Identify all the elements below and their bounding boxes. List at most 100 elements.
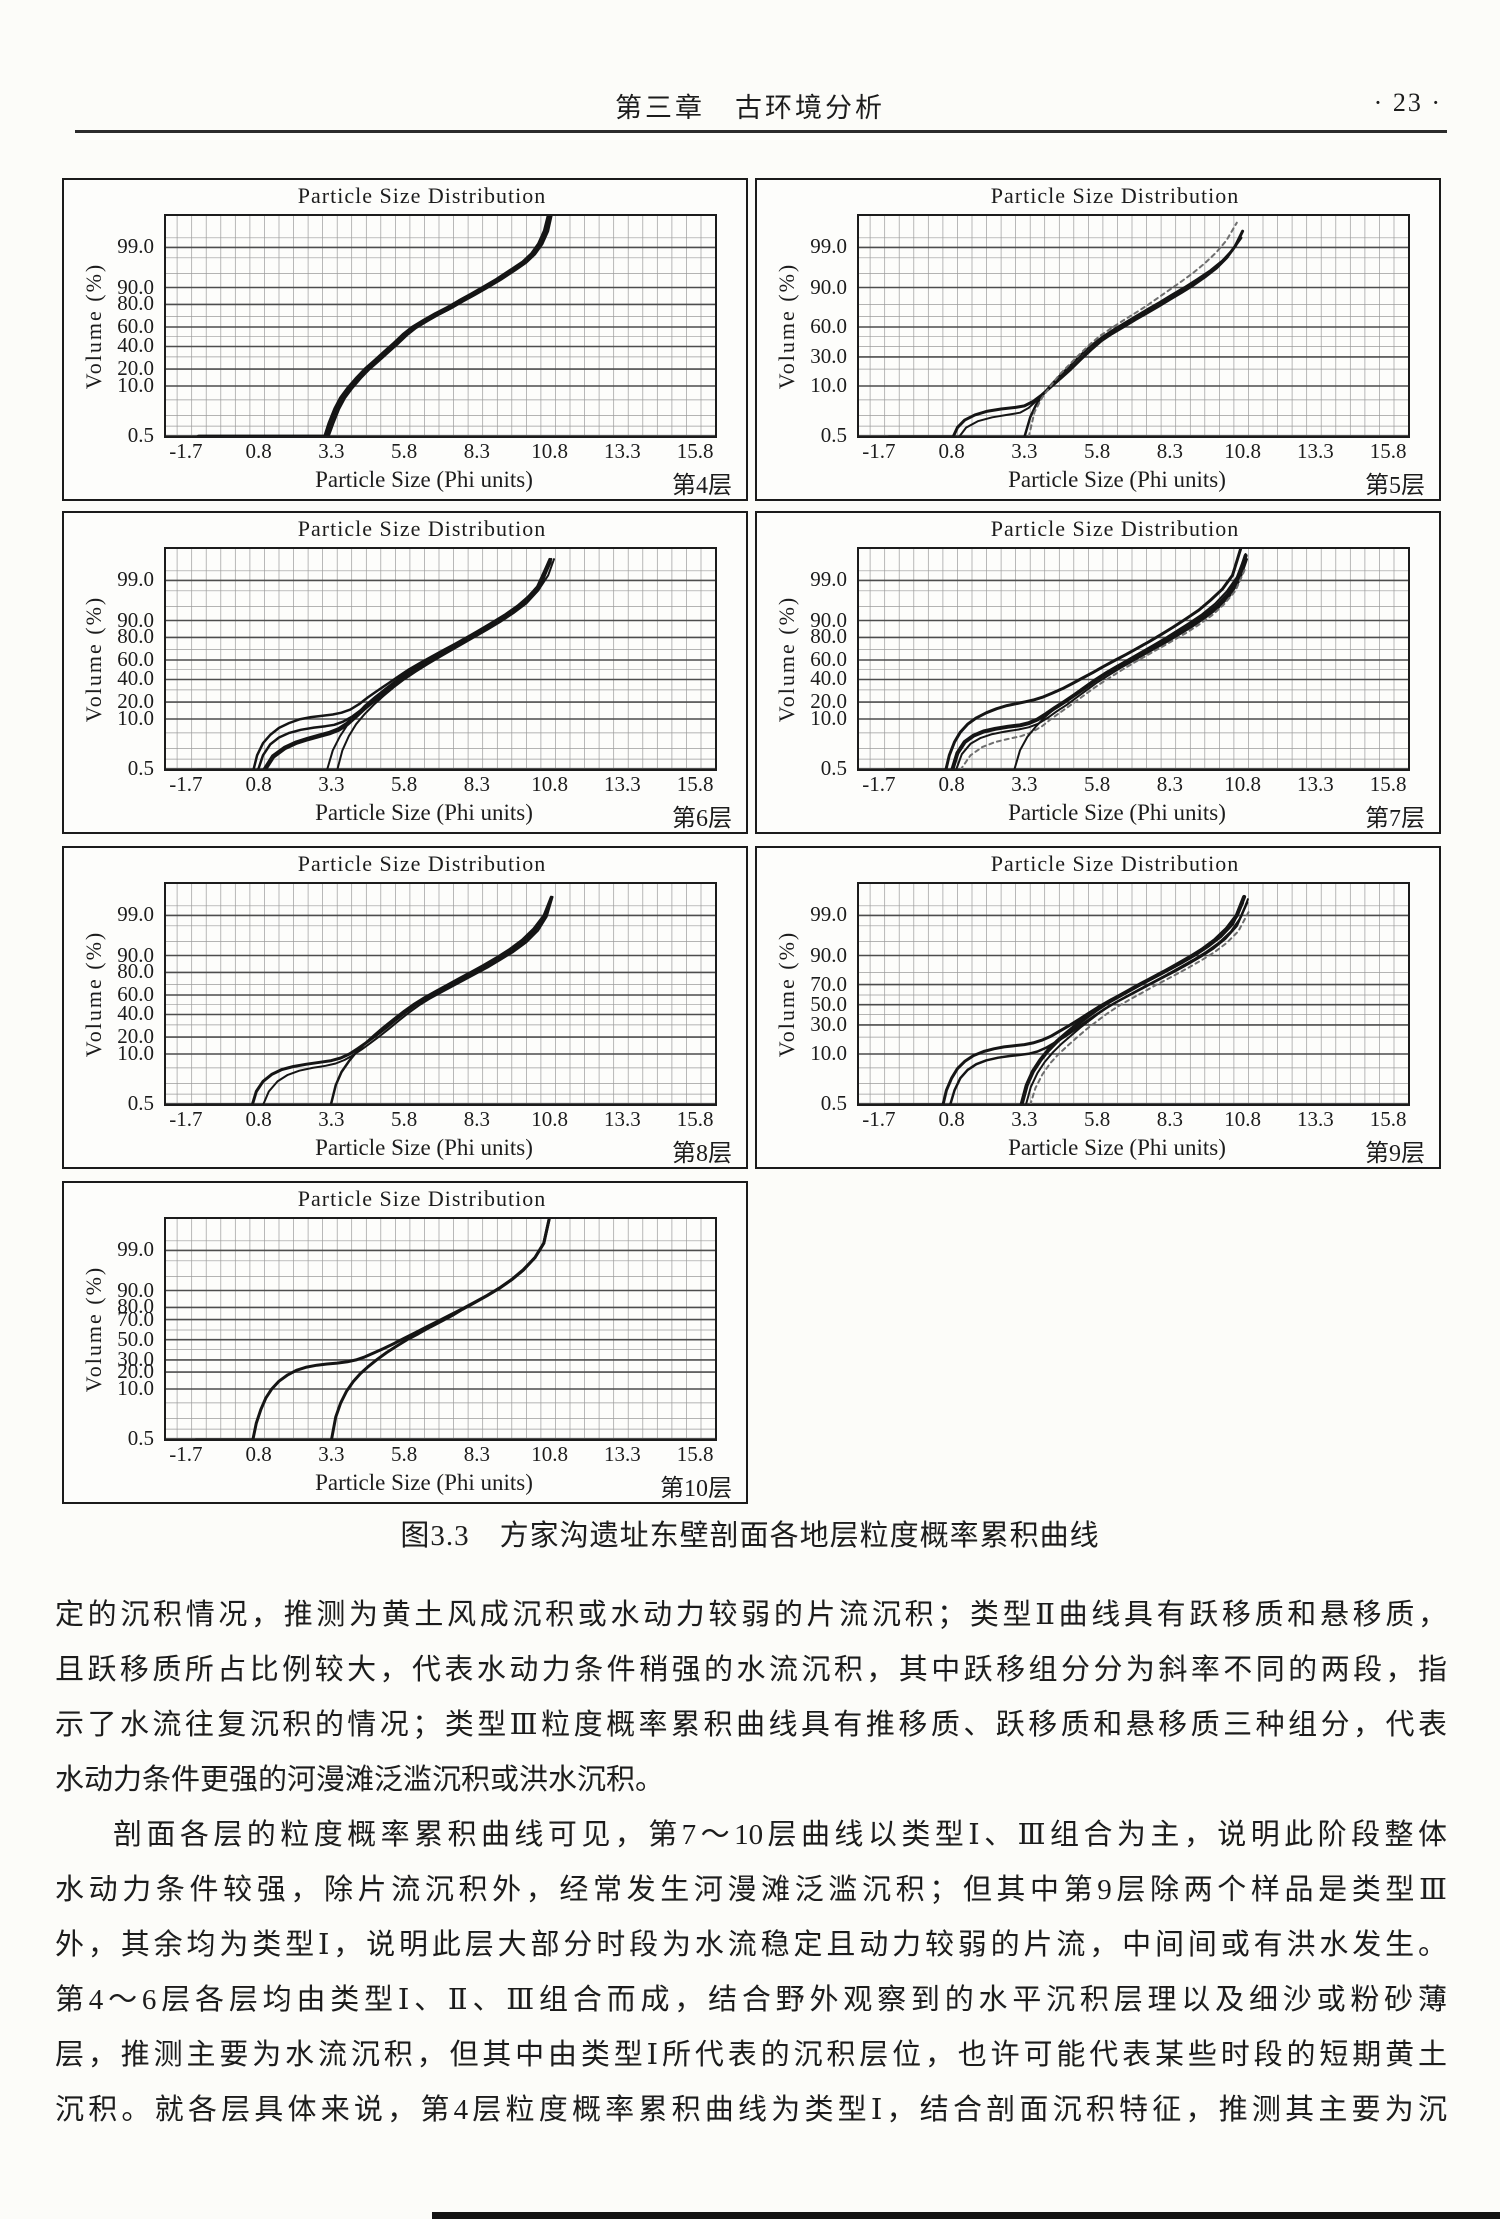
y-tick-label: 60.0 xyxy=(810,314,847,338)
y-tick-label: 40.0 xyxy=(117,666,154,691)
y-tick-label: 80.0 xyxy=(810,624,847,649)
x-tick-label: 15.8 xyxy=(1369,772,1407,796)
x-tick-label: 0.8 xyxy=(245,439,272,463)
y-tick-label: 20.0 xyxy=(117,689,154,714)
x-axis-label: Particle Size (Phi units) xyxy=(1008,800,1226,825)
grid-lines xyxy=(857,547,1410,771)
x-tick-label: 3.3 xyxy=(318,1107,345,1131)
y-tick-label: 10.0 xyxy=(117,372,154,397)
x-tick-label: 5.8 xyxy=(390,772,418,796)
x-axis-label: Particle Size (Phi units) xyxy=(315,800,533,825)
x-tick-label: 8.3 xyxy=(463,772,490,796)
x-tick-label: 5.8 xyxy=(390,439,418,463)
curve-sample-2 xyxy=(329,1217,690,1441)
x-tick-label: 10.8 xyxy=(531,772,569,796)
curve-sample-4 xyxy=(1027,221,1238,438)
curve-sample-2 xyxy=(948,901,1249,1106)
x-tick-label: 13.3 xyxy=(604,772,641,796)
y-tick-label: 90.0 xyxy=(117,1277,154,1302)
x-tick-label: 13.3 xyxy=(1297,1107,1334,1131)
x-tick-label: 10.8 xyxy=(531,439,569,463)
page-header-title: 第三章 古环境分析 xyxy=(615,93,885,123)
y-tick-label: 99.0 xyxy=(810,234,847,259)
chart-title: Particle Size Distribution xyxy=(297,183,547,208)
plot-border xyxy=(164,882,717,1106)
x-axis-label: Particle Size (Phi units) xyxy=(315,1470,533,1495)
body-line: 剖面各层的粒度概率累积曲线可见，第7～10层曲线以类型Ⅰ、Ⅲ组合为主，说明此阶段… xyxy=(113,1819,1447,1851)
grid-lines xyxy=(164,882,717,1106)
y-tick-label: 90.0 xyxy=(117,274,154,299)
y-tick-label: 40.0 xyxy=(117,333,154,358)
body-line: 示了水流往复沉积的情况；类型Ⅲ粒度概率累积曲线具有推移质、跃移质和悬移质三种组分… xyxy=(55,1709,1447,1741)
y-tick-label: 99.0 xyxy=(810,902,847,927)
y-tick-label: 10.0 xyxy=(810,705,847,730)
x-tick-label: 3.3 xyxy=(1011,1107,1038,1131)
layer-label: 第9层 xyxy=(1365,1141,1425,1167)
chart-panel: Particle Size Distribution Volume (%) Pa… xyxy=(62,846,748,1169)
curves xyxy=(887,221,1245,438)
chart-title: Particle Size Distribution xyxy=(297,1186,547,1211)
x-axis-label: Particle Size (Phi units) xyxy=(315,467,533,492)
chart-title: Particle Size Distribution xyxy=(990,516,1240,541)
chart-title: Particle Size Distribution xyxy=(990,183,1240,208)
x-tick-label: -1.7 xyxy=(862,772,896,796)
y-tick-label: 80.0 xyxy=(117,1294,154,1319)
x-tick-label: 3.3 xyxy=(1011,439,1038,463)
plot-area xyxy=(164,1217,717,1441)
curve-sample-1 xyxy=(193,897,553,1106)
y-tick-label: 50.0 xyxy=(117,1326,154,1351)
body-line: 沉积。就各层具体来说，第4层粒度概率累积曲线为类型Ⅰ，结合剖面沉积特征，推测其主… xyxy=(55,2094,1447,2126)
x-tick-label: 13.3 xyxy=(604,1107,641,1131)
grid-lines xyxy=(857,882,1410,1106)
y-tick-label: 70.0 xyxy=(810,971,847,996)
y-tick-label: 70.0 xyxy=(117,1306,154,1331)
x-tick-label: -1.7 xyxy=(169,439,203,463)
curve-sample-5 xyxy=(1029,911,1250,1106)
y-tick-label: 10.0 xyxy=(117,1040,154,1065)
y-tick-label: 20.0 xyxy=(117,356,154,381)
x-tick-label: 5.8 xyxy=(1083,772,1111,796)
y-tick-label: 30.0 xyxy=(810,343,847,368)
y-tick-label: 60.0 xyxy=(117,647,154,671)
curve-sample-3 xyxy=(329,895,553,1106)
y-tick-label: 30.0 xyxy=(810,1011,847,1036)
x-tick-label: 13.3 xyxy=(604,439,641,463)
header-rule xyxy=(75,130,1447,133)
curve-sample-2 xyxy=(327,214,553,438)
y-tick-label: 0.5 xyxy=(820,1090,847,1115)
chart-panel: Particle Size Distribution Volume (%) Pa… xyxy=(62,511,748,834)
x-tick-label: 5.8 xyxy=(390,1107,418,1131)
y-tick-label: 0.5 xyxy=(127,1425,154,1450)
x-tick-label: 15.8 xyxy=(1369,1107,1407,1131)
chart-title: Particle Size Distribution xyxy=(297,516,547,541)
figure-caption: 图3.3 方家沟遗址东壁剖面各地层粒度概率累积曲线 xyxy=(400,1520,1100,1552)
curve-sample-2 xyxy=(262,895,554,1106)
y-tick-label: 40.0 xyxy=(117,1001,154,1026)
y-tick-label: 99.0 xyxy=(810,567,847,592)
plot-border xyxy=(164,1217,717,1441)
y-tick-label: 20.0 xyxy=(810,689,847,714)
plot-border xyxy=(857,547,1410,771)
plot-area xyxy=(857,214,1410,438)
body-line: 层，推测主要为水流沉积，但其中由类型Ⅰ所代表的沉积层位，也许可能代表某些时段的短… xyxy=(55,2039,1447,2071)
curve-sample-5 xyxy=(1013,553,1247,771)
x-tick-label: 13.3 xyxy=(604,1442,641,1466)
x-tick-label: 15.8 xyxy=(1369,439,1407,463)
y-tick-label: 80.0 xyxy=(117,624,154,649)
plot-area xyxy=(857,882,1410,1106)
y-tick-label: 0.5 xyxy=(820,755,847,780)
layer-label: 第7层 xyxy=(1365,806,1425,832)
y-tick-label: 10.0 xyxy=(810,372,847,397)
chart-title: Particle Size Distribution xyxy=(297,851,547,876)
y-tick-label: 10.0 xyxy=(810,1040,847,1065)
y-tick-label: 80.0 xyxy=(117,959,154,984)
x-tick-label: -1.7 xyxy=(862,439,896,463)
x-tick-label: 5.8 xyxy=(1083,439,1111,463)
curve-sample-3 xyxy=(955,558,1248,771)
curve-sample-4 xyxy=(959,566,1247,771)
x-tick-label: 5.8 xyxy=(390,1442,418,1466)
plot-border xyxy=(164,214,717,438)
x-tick-label: 10.8 xyxy=(1224,439,1262,463)
y-tick-label: 50.0 xyxy=(810,991,847,1016)
